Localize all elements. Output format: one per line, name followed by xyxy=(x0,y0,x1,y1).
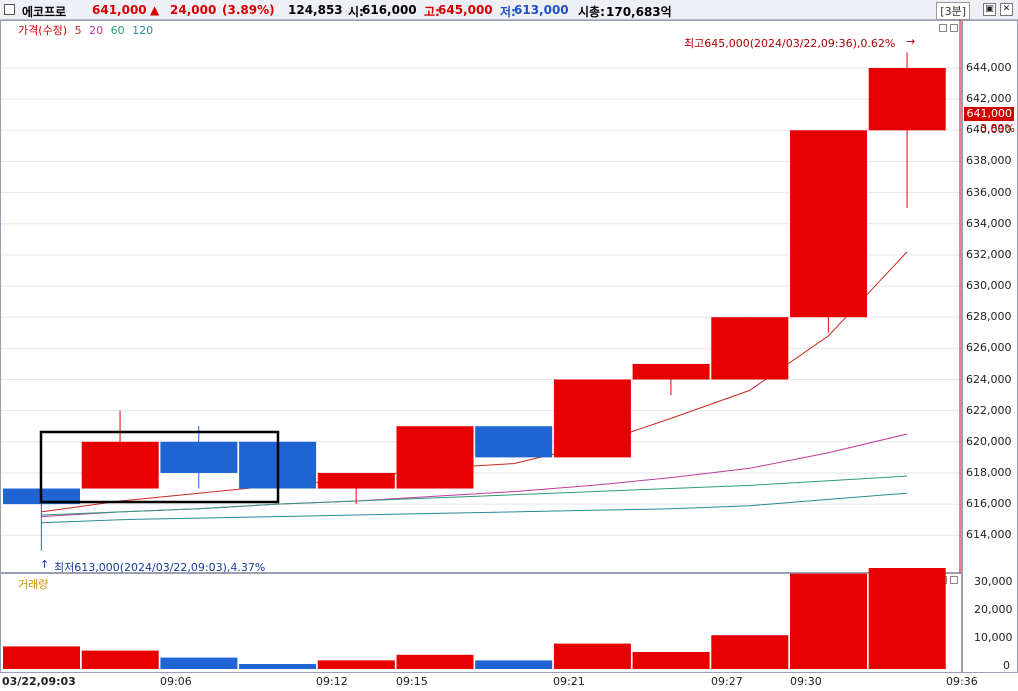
volume-bar xyxy=(632,652,710,669)
candle-body xyxy=(553,379,631,458)
y-tick-label: 636,000 xyxy=(966,185,1012,199)
open-label: 시: xyxy=(348,5,364,19)
y-tick-label: 634,000 xyxy=(966,216,1012,230)
volume-y-tick-label: 30,000 xyxy=(974,575,1013,588)
price-change-pct: (3.89%) xyxy=(222,3,275,17)
candle-body xyxy=(475,426,553,458)
current-price: 641,000 xyxy=(92,3,147,17)
y-tick-label: 632,000 xyxy=(966,247,1012,261)
ma-line-60 xyxy=(41,475,908,516)
close-icon[interactable]: ✕ xyxy=(1000,3,1013,16)
volume-bar xyxy=(790,573,867,669)
volume-bar xyxy=(711,635,789,669)
market-cap: 170,683억 xyxy=(606,5,672,19)
candle-body xyxy=(790,130,867,318)
ma60-legend: 60 xyxy=(110,24,125,37)
selection-box[interactable] xyxy=(39,430,280,504)
pane-restore-icon[interactable] xyxy=(939,24,947,32)
x-tick-label: 09:15 xyxy=(396,675,428,688)
x-tick-label: 09:27 xyxy=(711,675,743,688)
high-arrow-icon: → xyxy=(906,35,916,48)
volume-y-tick-label: 0 xyxy=(1003,659,1010,672)
high-price: 645,000 xyxy=(438,3,493,17)
volume-pane xyxy=(0,573,962,673)
stock-name[interactable]: 에코프로 xyxy=(22,5,67,19)
y-tick-label: 628,000 xyxy=(966,310,1012,324)
ma5-legend: 5 xyxy=(74,24,82,37)
x-tick-label: 09:30 xyxy=(790,675,822,688)
y-tick-label: 642,000 xyxy=(966,92,1012,106)
y-tick-label: 644,000 xyxy=(966,61,1012,74)
restore-icon[interactable]: ▣ xyxy=(983,3,996,16)
candle-body xyxy=(317,472,395,489)
high-annotation: 최고645,000(2024/03/22,09:36),0.62% xyxy=(684,37,896,50)
open-price: 616,000 xyxy=(362,3,417,17)
y-tick-label: 630,000 xyxy=(966,279,1012,293)
y-tick-label: 640,000 xyxy=(966,123,1012,137)
stock-header-bar: 에코프로 641,000 ▲ 24,000 (3.89%) 124,853 시:… xyxy=(0,0,1018,20)
price-legend: 가격(수정) 5 20 60 120 xyxy=(18,22,157,38)
ma-line-120 xyxy=(41,492,908,524)
ma120-legend: 120 xyxy=(132,24,154,37)
low-arrow-icon: ↑ xyxy=(40,558,50,571)
up-arrow-icon: ▲ xyxy=(150,3,160,17)
x-tick-label: 03/22,09:03 xyxy=(2,675,76,688)
candle-body xyxy=(160,441,238,473)
y-tick-label: 638,000 xyxy=(966,154,1012,168)
pane-close-icon[interactable] xyxy=(950,24,958,32)
period-selector[interactable]: [3분] xyxy=(936,2,970,20)
volume-bar xyxy=(160,657,238,669)
y-tick-label: 624,000 xyxy=(966,372,1012,386)
volume-bar xyxy=(475,660,553,669)
y-tick-label: 616,000 xyxy=(966,497,1012,511)
ma20-legend: 20 xyxy=(89,24,104,37)
candle-body xyxy=(711,317,789,380)
low-price: 613,000 xyxy=(514,3,569,17)
price-pane xyxy=(0,20,962,573)
volume-bar xyxy=(81,650,159,669)
high-label: 고: xyxy=(424,5,440,19)
volume-bar xyxy=(317,660,395,669)
volume-bar xyxy=(396,654,474,669)
price-legend-label: 가격(수정) xyxy=(18,24,68,37)
ma-line-5 xyxy=(41,251,908,513)
price-change: 24,000 xyxy=(170,3,217,17)
trade-volume: 124,853 xyxy=(288,3,343,17)
volume-legend-label: 거래량 xyxy=(18,578,49,591)
candle-body xyxy=(81,441,159,489)
candle-body xyxy=(868,68,946,131)
x-tick-label: 09:12 xyxy=(316,675,348,688)
candle-body xyxy=(632,363,710,380)
low-label: 저: xyxy=(500,5,516,19)
current-price-tag: 641,000 xyxy=(964,107,1014,121)
x-tick-label: 09:36 xyxy=(946,675,978,688)
volume-y-tick-label: 20,000 xyxy=(974,603,1013,616)
y-tick-label: 620,000 xyxy=(966,434,1012,448)
volume-legend: 거래량 xyxy=(18,576,52,592)
x-tick-label: 09:06 xyxy=(160,675,192,688)
x-tick-label: 09:21 xyxy=(553,675,585,688)
volume-bar xyxy=(868,568,946,669)
current-pct-tag: 3.89% xyxy=(980,122,1015,135)
low-annotation: 최저613,000(2024/03/22,09:03),4.37% xyxy=(54,561,266,574)
candle-body xyxy=(396,426,474,489)
mcap-label: 시총: xyxy=(578,5,605,19)
select-checkbox[interactable] xyxy=(4,4,15,15)
volume-bar xyxy=(3,646,80,669)
y-tick-label: 618,000 xyxy=(966,465,1012,479)
volume-pane-close-icon[interactable] xyxy=(950,576,958,584)
volume-bar xyxy=(553,643,631,669)
y-tick-label: 614,000 xyxy=(966,528,1012,542)
volume-bar xyxy=(239,664,317,669)
y-tick-label: 622,000 xyxy=(966,403,1012,417)
y-tick-label: 626,000 xyxy=(966,341,1012,355)
volume-y-tick-label: 10,000 xyxy=(974,631,1013,644)
